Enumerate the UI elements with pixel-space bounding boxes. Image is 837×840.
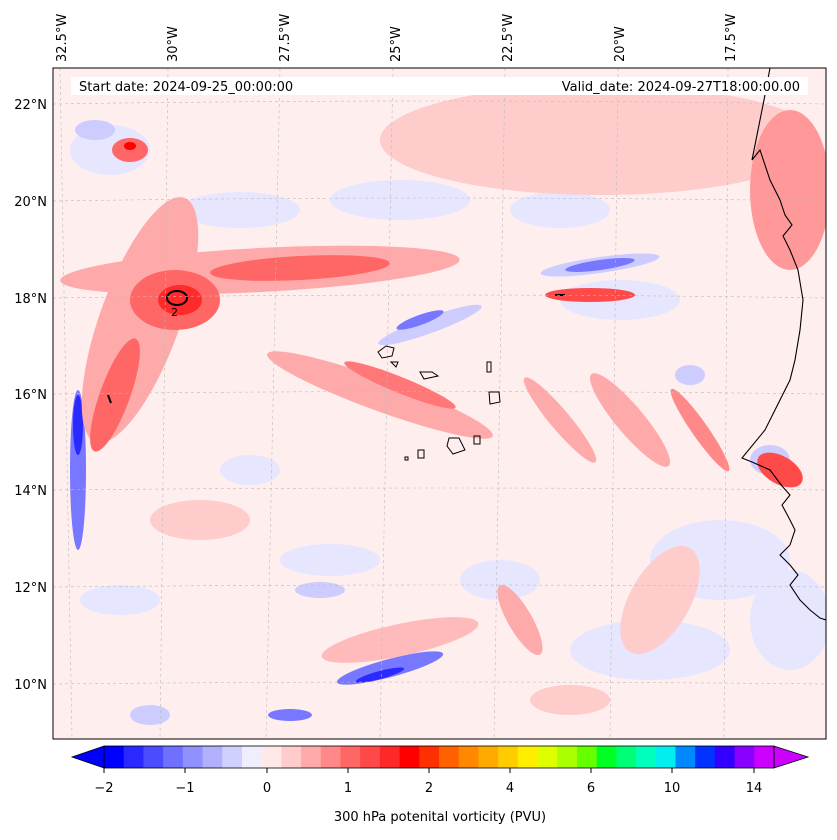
info-bar: Start date: 2024-09-25_00:00:00 Valid_da… xyxy=(71,77,808,95)
colorbar-cell xyxy=(104,746,125,768)
colorbar-cell xyxy=(498,746,519,768)
colorbar-cell xyxy=(675,746,696,768)
lat-label: 22°N xyxy=(14,98,47,113)
colorbar-extend-max xyxy=(773,745,810,769)
lon-label: 22.5°W xyxy=(501,14,516,62)
colorbar-tick-label: 2 xyxy=(425,781,433,796)
colorbar-tick-label: −2 xyxy=(94,781,113,796)
lon-label: 17.5°W xyxy=(724,14,739,62)
colorbar: −2 −1 0 1 2 4 6 10 14 300 hPa potenital … xyxy=(70,745,810,825)
colorbar-cell xyxy=(379,746,401,768)
colorbar-cell xyxy=(576,746,598,768)
latitude-labels: 22°N 20°N 18°N 16°N 14°N 12°N 10°N xyxy=(14,98,47,693)
colorbar-extend-min xyxy=(70,745,105,769)
colorbar-label: 300 hPa potenital vorticity (PVU) xyxy=(334,810,546,825)
colorbar-cell xyxy=(320,746,341,768)
colorbar-cell xyxy=(557,746,578,768)
valid-date-text: Valid_date: 2024-09-27T18:00:00.00 xyxy=(562,80,800,95)
graticule xyxy=(53,68,826,739)
lon-label: 27.5°W xyxy=(278,14,293,62)
colorbar-cell xyxy=(754,746,775,768)
colorbar-cell xyxy=(695,746,716,768)
lon-label: 30°W xyxy=(166,26,181,62)
colorbar-tick-label: 0 xyxy=(263,781,271,796)
colorbar-cell xyxy=(222,746,243,768)
map-border xyxy=(52,67,827,740)
colorbar-cell xyxy=(360,746,381,768)
positive-pv-patches xyxy=(60,85,826,715)
colorbar-cell xyxy=(261,746,282,768)
lat-label: 20°N xyxy=(14,195,47,210)
lon-label: 32.5°W xyxy=(55,14,70,62)
colorbar-tick-label: 10 xyxy=(664,781,681,796)
colorbar-border xyxy=(103,745,775,769)
colorbar-cell xyxy=(517,746,539,768)
colorbar-cell xyxy=(596,746,617,768)
colorbar-cell xyxy=(478,746,499,768)
colorbar-cell xyxy=(616,746,637,768)
colorbar-cell xyxy=(734,746,755,768)
colorbar-tick-label: 4 xyxy=(506,781,514,796)
colorbar-cell xyxy=(202,746,223,768)
map-plot-area: 2 xyxy=(53,68,826,739)
colorbar-cell xyxy=(163,746,184,768)
lat-label: 18°N xyxy=(14,292,47,307)
colorbar-tick-label: −1 xyxy=(175,781,194,796)
lon-label: 25°W xyxy=(389,26,404,62)
colorbar-cell xyxy=(714,746,736,768)
colorbar-cell xyxy=(281,746,302,768)
colorbar-cell xyxy=(655,746,676,768)
lat-label: 10°N xyxy=(14,678,47,693)
islands xyxy=(377,345,501,461)
lat-label: 14°N xyxy=(14,484,47,499)
colorbar-cell xyxy=(399,746,420,768)
colorbar-cell xyxy=(241,746,263,768)
colorbar-tick-label: 1 xyxy=(344,781,352,796)
longitude-labels: 32.5°W 30°W 27.5°W 25°W 22.5°W 20°W 17.5… xyxy=(55,14,739,62)
colorbar-ticks xyxy=(103,768,755,773)
colorbar-cell xyxy=(123,746,144,768)
lat-label: 16°N xyxy=(14,388,47,403)
colorbar-cell xyxy=(419,746,440,768)
negative-pv-patches xyxy=(70,125,826,680)
colorbar-cell xyxy=(458,746,479,768)
coastline-africa xyxy=(741,68,826,621)
colorbar-cell xyxy=(636,746,657,768)
colorbar-cell xyxy=(439,746,460,768)
start-date-text: Start date: 2024-09-25_00:00:00 xyxy=(79,80,293,95)
colorbar-tick-labels: −2 −1 0 1 2 4 6 10 14 xyxy=(94,781,762,796)
colorbar-cell xyxy=(537,746,558,768)
contour-label: 2 xyxy=(171,306,178,319)
colorbar-cell xyxy=(182,746,204,768)
colorbar-tick-label: 14 xyxy=(746,781,763,796)
colorbar-tick-label: 6 xyxy=(587,781,595,796)
colorbar-cell xyxy=(340,746,361,768)
lat-label: 12°N xyxy=(14,581,47,596)
colorbar-cells xyxy=(104,746,775,768)
colorbar-cell xyxy=(143,746,164,768)
colorbar-cell xyxy=(301,746,322,768)
lon-label: 20°W xyxy=(613,26,628,62)
